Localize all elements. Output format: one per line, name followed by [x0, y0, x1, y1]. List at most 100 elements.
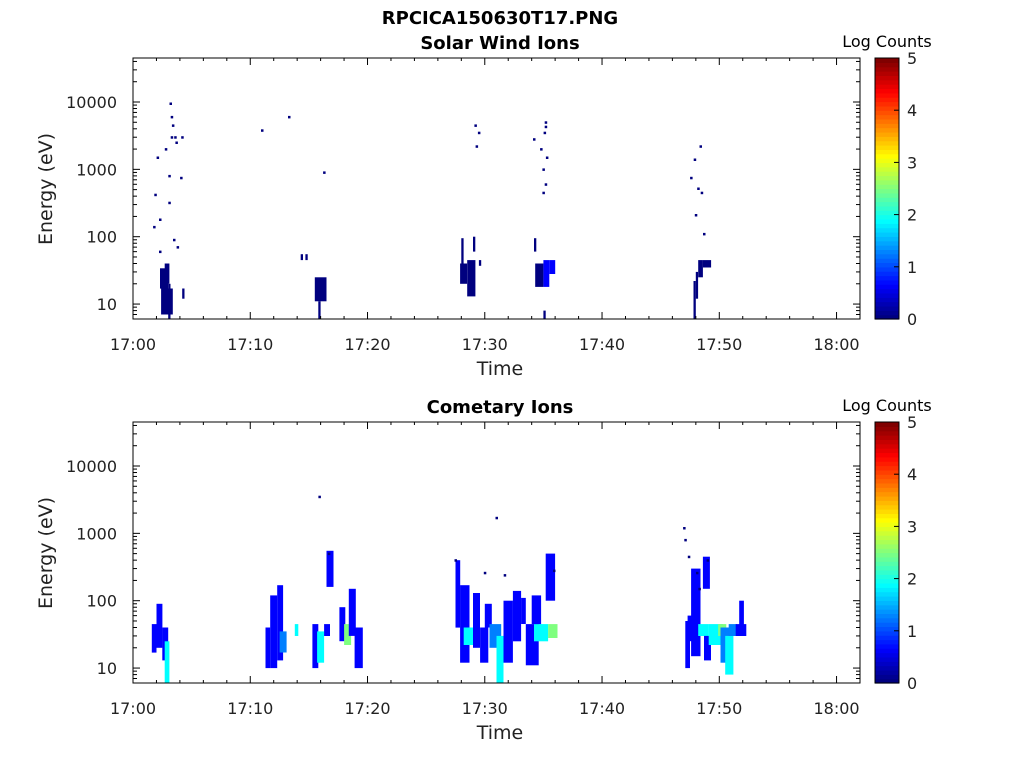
cometary-colorbar-segment [875, 452, 899, 458]
cometary-cell [473, 593, 480, 648]
solar-wind-colorbar-segment [875, 310, 899, 316]
solar-wind-colorbar-segment [875, 149, 899, 155]
solar-wind-colorbar-segment [875, 245, 899, 250]
cometary-colorbar-segment [875, 656, 899, 662]
cometary-colorbar-segment [875, 661, 899, 667]
solar-wind-cell [549, 260, 556, 274]
solar-wind-x-tick-label: 18:00 [813, 335, 859, 354]
solar-wind-cell [460, 263, 468, 284]
solar-wind-point [700, 191, 704, 195]
cometary-colorbar-segment [875, 678, 899, 684]
figure-title: RPCICA150630T17.PNG [382, 8, 618, 29]
solar-wind-colorbar-segment [875, 227, 899, 233]
solar-wind-colorbar-segment [875, 214, 899, 220]
solar-wind-colorbar-segment [875, 166, 899, 172]
cometary-colorbar-segment [875, 669, 899, 675]
solar-wind-point [159, 250, 162, 254]
solar-wind-panel: Solar Wind Ions 17:00 17:10 17:20 17:30 17:4… [35, 32, 932, 380]
cometary-colorbar-segment [875, 652, 899, 658]
solar-wind-point [181, 136, 184, 139]
solar-wind-y-tick-label: 1000 [76, 160, 117, 179]
cometary-colorbar-frame [874, 421, 900, 684]
solar-wind-cell [543, 310, 546, 319]
cometary-cell [698, 624, 709, 636]
cometary-x-tick-label: 17:30 [462, 699, 508, 718]
cometary-colorbar-segment [875, 448, 899, 454]
cometary-cell [348, 588, 356, 636]
cometary-colorbar-segment [875, 600, 899, 606]
cometary-colorbar-segment [875, 630, 899, 636]
cometary-y-axis-label: Energy (eV) [35, 497, 57, 609]
cometary-colorbar-segment [875, 422, 899, 427]
cometary-y-ticks: 10 100 1000 10000 [66, 424, 860, 684]
cometary-point [454, 559, 457, 562]
cometary-colorbar-segment [875, 500, 899, 506]
solar-wind-colorbar-segment [875, 92, 899, 98]
cometary-colorbar-tick-label: 5 [907, 413, 917, 432]
solar-wind-cell [693, 281, 696, 319]
solar-wind-cell [164, 263, 170, 284]
cometary-cell [156, 603, 163, 648]
solar-wind-point [154, 193, 157, 197]
solar-wind-point [261, 129, 264, 132]
solar-wind-colorbar-segment [875, 79, 899, 85]
cometary-colorbar-tick-label: 1 [907, 622, 917, 641]
cometary-cell [691, 568, 701, 657]
solar-wind-point [171, 124, 175, 127]
solar-wind-point [173, 238, 176, 242]
cometary-x-tick-label: 18:00 [813, 699, 859, 718]
solar-wind-point [474, 124, 477, 127]
solar-wind-colorbar-segment [875, 62, 899, 68]
solar-wind-point [544, 121, 548, 124]
solar-wind-x-axis-label: Time [476, 358, 524, 380]
cometary-point [683, 527, 686, 530]
solar-wind-colorbar-segment [875, 179, 899, 185]
solar-wind-cell [318, 301, 321, 319]
cometary-cell [739, 600, 744, 632]
cometary-colorbar-segment [875, 495, 899, 501]
solar-wind-point [703, 232, 706, 236]
solar-wind-point [180, 176, 183, 180]
cometary-colorbar-segment [875, 535, 899, 541]
solar-wind-colorbar: 0 1 2 3 4 5 [874, 49, 917, 329]
cometary-colorbar-segment [875, 469, 899, 475]
solar-wind-cell [160, 268, 169, 289]
cometary-colorbar-segment [875, 435, 899, 440]
solar-wind-cell [182, 288, 185, 299]
solar-wind-cell [698, 260, 703, 278]
cometary-x-tick-label: 17:20 [344, 699, 390, 718]
solar-wind-colorbar-segment [875, 223, 899, 229]
cometary-cell [455, 560, 461, 628]
cometary-colorbar-segment [875, 556, 899, 562]
cometary-cell [151, 624, 157, 653]
cometary-colorbar-segment [875, 635, 899, 641]
cometary-cell [277, 585, 284, 661]
cometary-colorbar-tick-label: 4 [907, 465, 917, 484]
solar-wind-colorbar-segment [875, 162, 899, 168]
solar-wind-point [164, 148, 168, 151]
solar-wind-colorbar-segment [875, 253, 899, 259]
cometary-cell [512, 590, 522, 642]
cometary-colorbar-segment [875, 517, 899, 523]
cometary-colorbar-segment [875, 443, 899, 449]
solar-wind-colorbar-segment [875, 175, 899, 181]
solar-wind-cell [695, 271, 699, 299]
cometary-cell [463, 627, 476, 645]
solar-wind-point [168, 174, 171, 178]
solar-wind-x-tick-label: 17:40 [579, 335, 625, 354]
cometary-x-tick-label: 17:10 [227, 699, 273, 718]
solar-wind-title: Solar Wind Ions [420, 33, 579, 54]
cometary-colorbar-segment [875, 561, 899, 567]
solar-wind-x-ticks: 17:00 17:10 17:20 17:30 17:40 17:50 18:00 [110, 58, 860, 354]
solar-wind-point [540, 148, 543, 151]
solar-wind-colorbar-segment [875, 262, 899, 268]
cometary-point [684, 538, 687, 542]
solar-wind-colorbar-segment [875, 71, 899, 76]
solar-wind-colorbar-tick-label: 4 [907, 101, 917, 120]
cometary-cell [704, 635, 711, 661]
cometary-point [698, 587, 701, 591]
cometary-point [696, 571, 699, 575]
cometary-x-tick-label: 17:40 [579, 699, 625, 718]
solar-wind-cell [467, 260, 476, 297]
